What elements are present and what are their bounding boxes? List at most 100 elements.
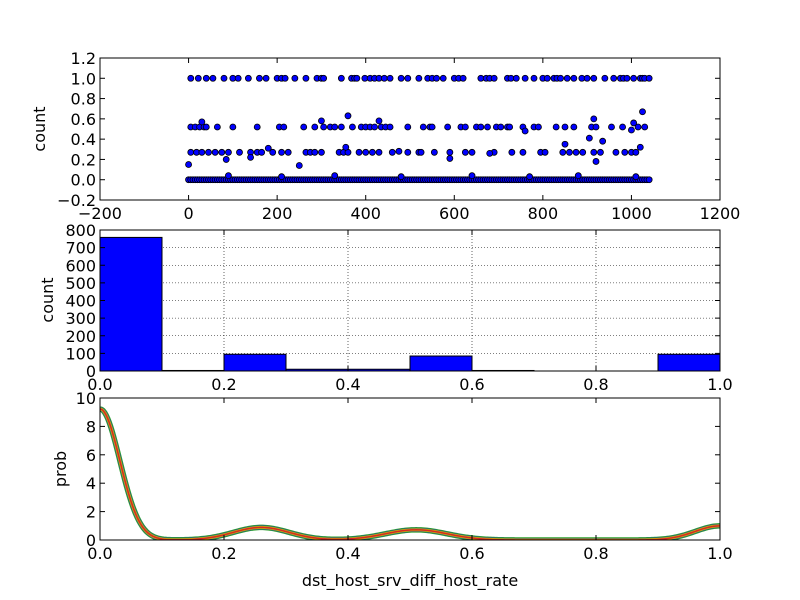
scatter-point xyxy=(372,124,378,130)
scatter-subplot: −200 0 200 400 600 800 1000 1200−0.20.00.20.40.… xyxy=(30,49,740,223)
scatter-point xyxy=(591,149,597,155)
scatter-point xyxy=(602,75,608,81)
scatter-point xyxy=(376,118,382,124)
scatter-point xyxy=(354,75,360,81)
scatter-point xyxy=(199,149,205,155)
scatter-point xyxy=(509,149,515,155)
scatter-point xyxy=(279,174,285,180)
scatter-point xyxy=(558,75,564,81)
scatter-point xyxy=(405,124,411,130)
scatter-point xyxy=(332,173,338,179)
scatter-point xyxy=(544,75,550,81)
scatter-point xyxy=(584,75,590,81)
scatter-point xyxy=(221,75,227,81)
scatter-point xyxy=(214,124,220,130)
scatter-point xyxy=(321,75,327,81)
scatter-point xyxy=(203,75,209,81)
scatter-point xyxy=(513,75,519,81)
scatter-x-tick-label: 400 xyxy=(350,204,381,223)
scatter-point xyxy=(356,149,362,155)
scatter-x-tick-label: 600 xyxy=(439,204,470,223)
scatter-point xyxy=(188,149,194,155)
scatter-point xyxy=(318,149,324,155)
scatter-point xyxy=(292,75,298,81)
scatter-point xyxy=(259,149,265,155)
scatter-point xyxy=(248,154,254,160)
histogram-y-tick-label: 500 xyxy=(65,274,96,293)
scatter-point xyxy=(303,75,309,81)
density-x-tick-label: 0.8 xyxy=(583,544,608,563)
scatter-point xyxy=(398,75,404,81)
scatter-point xyxy=(445,124,451,130)
scatter-point xyxy=(296,163,302,169)
scatter-point xyxy=(566,149,572,155)
histogram-bar xyxy=(410,356,472,371)
density-plot-area xyxy=(100,398,720,540)
scatter-point xyxy=(263,75,269,81)
scatter-point xyxy=(593,158,599,164)
scatter-point xyxy=(562,124,568,130)
histogram-y-tick-label: 700 xyxy=(65,239,96,258)
density-y-tick-label: 6 xyxy=(86,446,96,465)
density-x-tick-label: 1.0 xyxy=(707,544,732,563)
scatter-point xyxy=(381,75,387,81)
density-y-tick-label: 10 xyxy=(76,389,96,408)
scatter-point xyxy=(487,150,493,156)
scatter-point xyxy=(562,141,568,147)
scatter-y-tick-label: 0.8 xyxy=(71,90,96,109)
scatter-point xyxy=(560,149,566,155)
scatter-point xyxy=(343,144,349,150)
histogram-y-tick-label: 200 xyxy=(65,327,96,346)
scatter-x-tick-label: 1200 xyxy=(700,204,741,223)
histogram-x-tick-label: 0.4 xyxy=(335,375,360,394)
scatter-point xyxy=(398,174,404,180)
scatter-point xyxy=(571,75,577,81)
histogram-x-tick-label: 0.2 xyxy=(211,375,236,394)
scatter-point xyxy=(199,119,205,125)
histogram-x-tick-label: 0.6 xyxy=(459,375,484,394)
scatter-point xyxy=(507,124,513,130)
scatter-point xyxy=(318,118,324,124)
scatter-point xyxy=(405,149,411,155)
scatter-x-tick-label: 0 xyxy=(183,204,193,223)
scatter-point xyxy=(631,120,637,126)
scatter-point xyxy=(321,124,327,130)
histogram-bar xyxy=(658,354,720,371)
scatter-point xyxy=(646,177,652,183)
scatter-point xyxy=(285,149,291,155)
density-x-tick-label: 0.2 xyxy=(211,544,236,563)
scatter-point xyxy=(553,124,559,130)
scatter-point xyxy=(349,124,355,130)
scatter-point xyxy=(431,149,437,155)
scatter-point xyxy=(520,149,526,155)
scatter-point xyxy=(429,124,435,130)
scatter-point xyxy=(542,149,548,155)
scatter-y-tick-label: 0.2 xyxy=(71,150,96,169)
scatter-point xyxy=(564,75,570,81)
scatter-y-tick-label: 0.6 xyxy=(71,110,96,129)
scatter-point xyxy=(478,124,484,130)
scatter-point xyxy=(332,124,338,130)
scatter-point xyxy=(416,75,422,81)
scatter-point xyxy=(405,75,411,81)
scatter-point xyxy=(637,144,643,150)
scatter-point xyxy=(591,75,597,81)
scatter-y-tick-label: −0.2 xyxy=(57,191,96,210)
scatter-point xyxy=(591,116,597,122)
scatter-x-tick-label: 800 xyxy=(528,204,559,223)
scatter-point xyxy=(571,124,577,130)
scatter-point xyxy=(600,138,606,144)
scatter-y-tick-label: 0.4 xyxy=(71,130,96,149)
density-y-axis-label: prob xyxy=(51,451,70,487)
scatter-point xyxy=(223,156,229,162)
scatter-point xyxy=(580,149,586,155)
scatter-point xyxy=(646,75,652,81)
scatter-point xyxy=(338,75,344,81)
scatter-point xyxy=(387,124,393,130)
scatter-point xyxy=(462,124,468,130)
scatter-point xyxy=(245,75,251,81)
scatter-point xyxy=(640,109,646,115)
scatter-point xyxy=(212,149,218,155)
scatter-point xyxy=(312,124,318,130)
scatter-point xyxy=(389,149,395,155)
